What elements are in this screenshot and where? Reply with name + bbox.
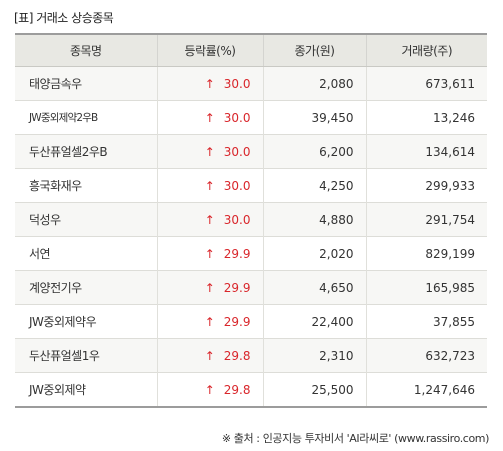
- close-price-cell: 39,450: [262, 100, 366, 135]
- volume-cell: 165,985: [365, 270, 487, 305]
- up-arrow-icon: ↑: [204, 314, 215, 329]
- stock-name-cell: 계양전기우: [15, 270, 157, 305]
- change-rate-cell: ↑ 29.9: [156, 236, 263, 271]
- stock-name-cell: 두산퓨얼셀1우: [15, 338, 157, 373]
- rising-stocks-table: 종목명 등락률(%) 종가(원) 거래량(주) 태양금속우 ↑ 30.0 2,080 6…: [15, 33, 487, 408]
- volume-cell: 829,199: [365, 236, 487, 271]
- change-rate-cell: ↑ 30.0: [156, 66, 263, 101]
- column-header-rate: 등락률(%): [156, 34, 263, 67]
- table-row: 태양금속우 ↑ 30.0 2,080 673,611: [15, 66, 487, 101]
- table-row: 두산퓨얼셀2우B ↑ 30.0 6,200 134,614: [15, 134, 487, 169]
- up-arrow-icon: ↑: [204, 76, 215, 91]
- change-rate-cell: ↑ 29.8: [156, 338, 263, 373]
- source-note: ※ 출처 : 인공지능 투자비서 'AI라씨로' (www.rassiro.co…: [221, 432, 490, 445]
- volume-cell: 37,855: [365, 304, 487, 339]
- change-rate-cell: ↑ 30.0: [156, 134, 263, 169]
- change-rate-cell: ↑ 30.0: [156, 100, 263, 135]
- change-rate-cell: ↑ 30.0: [156, 202, 263, 237]
- change-rate-value: 29.8: [223, 348, 251, 363]
- stock-name-cell: 서연: [15, 236, 157, 271]
- table-row: 서연 ↑ 29.9 2,020 829,199: [15, 236, 487, 271]
- change-rate-cell: ↑ 30.0: [156, 168, 263, 203]
- up-arrow-icon: ↑: [204, 144, 215, 159]
- change-rate-cell: ↑ 29.9: [156, 270, 263, 305]
- close-price-cell: 2,080: [262, 66, 366, 101]
- stock-name-cell: 덕성우: [15, 202, 157, 237]
- close-price-cell: 6,200: [262, 134, 366, 169]
- volume-cell: 632,723: [365, 338, 487, 373]
- close-price-cell: 2,310: [262, 338, 366, 373]
- column-header-volume: 거래량(주): [365, 34, 487, 67]
- stock-name-cell: JW중외제약: [15, 372, 157, 407]
- stock-table-container: 종목명 등락률(%) 종가(원) 거래량(주) 태양금속우 ↑ 30.0 2,080 6…: [15, 33, 487, 408]
- table-row: 흥국화재우 ↑ 30.0 4,250 299,933: [15, 168, 487, 203]
- up-arrow-icon: ↑: [204, 382, 215, 397]
- table-row: JW중외제약우 ↑ 29.9 22,400 37,855: [15, 304, 487, 339]
- change-rate-cell: ↑ 29.9: [156, 304, 263, 339]
- change-rate-value: 30.0: [223, 110, 251, 125]
- volume-cell: 673,611: [365, 66, 487, 101]
- volume-cell: 291,754: [365, 202, 487, 237]
- volume-cell: 299,933: [365, 168, 487, 203]
- up-arrow-icon: ↑: [204, 178, 215, 193]
- volume-cell: 134,614: [365, 134, 487, 169]
- close-price-cell: 4,650: [262, 270, 366, 305]
- volume-cell: 13,246: [365, 100, 487, 135]
- change-rate-value: 30.0: [223, 212, 251, 227]
- column-header-close: 종가(원): [262, 34, 366, 67]
- table-row: 덕성우 ↑ 30.0 4,880 291,754: [15, 202, 487, 237]
- close-price-cell: 4,250: [262, 168, 366, 203]
- table-row: JW중외제약2우B ↑ 30.0 39,450 13,246: [15, 100, 487, 135]
- change-rate-value: 30.0: [223, 76, 251, 91]
- stock-name-cell: 두산퓨얼셀2우B: [15, 134, 157, 169]
- stock-name-cell: 태양금속우: [15, 66, 157, 101]
- stock-name-cell: JW중외제약우: [15, 304, 157, 339]
- stock-name-cell: JW중외제약2우B: [15, 100, 157, 135]
- up-arrow-icon: ↑: [204, 110, 215, 125]
- close-price-cell: 22,400: [262, 304, 366, 339]
- table-row: 계양전기우 ↑ 29.9 4,650 165,985: [15, 270, 487, 305]
- table-header-row: 종목명 등락률(%) 종가(원) 거래량(주): [15, 34, 487, 67]
- close-price-cell: 25,500: [262, 372, 366, 407]
- change-rate-value: 29.8: [223, 382, 251, 397]
- up-arrow-icon: ↑: [204, 212, 215, 227]
- change-rate-value: 30.0: [223, 144, 251, 159]
- change-rate-value: 29.9: [223, 314, 251, 329]
- change-rate-cell: ↑ 29.8: [156, 372, 263, 407]
- change-rate-value: 30.0: [223, 178, 251, 193]
- volume-cell: 1,247,646: [365, 372, 487, 407]
- up-arrow-icon: ↑: [204, 246, 215, 261]
- change-rate-value: 29.9: [223, 280, 251, 295]
- table-body: 태양금속우 ↑ 30.0 2,080 673,611 JW중외제약2우B ↑ 30.0 39,4…: [15, 66, 487, 407]
- up-arrow-icon: ↑: [204, 348, 215, 363]
- column-header-name: 종목명: [15, 34, 157, 67]
- table-row: JW중외제약 ↑ 29.8 25,500 1,247,646: [15, 372, 487, 407]
- close-price-cell: 4,880: [262, 202, 366, 237]
- table-title: [표] 거래소 상승종목: [14, 11, 114, 25]
- up-arrow-icon: ↑: [204, 280, 215, 295]
- change-rate-value: 29.9: [223, 246, 251, 261]
- close-price-cell: 2,020: [262, 236, 366, 271]
- table-row: 두산퓨얼셀1우 ↑ 29.8 2,310 632,723: [15, 338, 487, 373]
- stock-name-cell: 흥국화재우: [15, 168, 157, 203]
